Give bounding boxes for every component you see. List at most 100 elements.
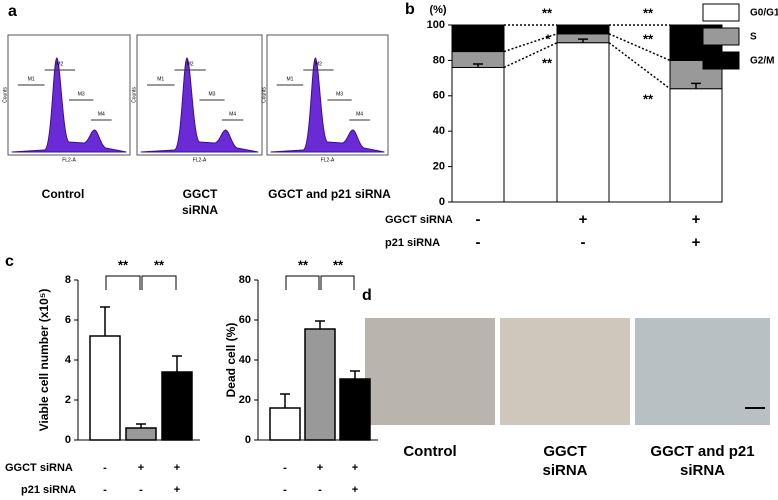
x-axis-label: FL2-A: [193, 157, 207, 163]
condition-name: GGCT siRNA: [5, 462, 73, 474]
condition-name: GGCT siRNA: [385, 214, 453, 226]
gate-label: M2: [56, 61, 63, 67]
legend-label: G0/G1: [750, 8, 778, 19]
histogram-frame: [266, 34, 389, 156]
condition-sign: -: [283, 484, 287, 496]
condition-sign: -: [103, 462, 107, 474]
significance-bracket: [105, 275, 141, 290]
condition-sign: +: [692, 211, 701, 228]
condition-sign: -: [103, 484, 107, 496]
condition-sign: +: [138, 462, 144, 474]
caption: Control: [41, 187, 85, 201]
significance: *: [545, 31, 551, 46]
significance: **: [333, 257, 344, 272]
condition-sign: -: [139, 484, 143, 496]
panel-label: d: [362, 287, 372, 304]
x-axis-label: FL2-A: [62, 157, 76, 163]
significance-bracket: [285, 275, 320, 290]
y-tick-label: 80: [433, 54, 445, 66]
y-tick-label: 60: [433, 90, 445, 102]
histogram: [140, 57, 259, 153]
bar: [161, 371, 193, 441]
panel-label: b: [405, 1, 415, 18]
y-tick-label: 0: [439, 196, 445, 208]
bar-segment: [451, 24, 505, 53]
connector: [608, 42, 671, 90]
bar: [125, 427, 157, 441]
y-tick-label: 20: [433, 161, 445, 173]
error-bar: [172, 355, 182, 372]
bar-segment: [556, 42, 610, 203]
y-tick-label: 6: [65, 314, 71, 326]
bar: [304, 328, 336, 441]
gate-label: M3: [78, 91, 85, 97]
condition-sign: +: [579, 211, 588, 228]
gate-label: M2: [187, 61, 194, 67]
gate-label: M4: [98, 111, 105, 117]
y-tick-label: 40: [433, 125, 445, 137]
condition-sign: +: [692, 234, 701, 251]
gate-label: M1: [157, 76, 164, 82]
y-axis-label: Counts: [131, 87, 137, 103]
condition-sign: -: [476, 234, 481, 251]
error-bar: [578, 38, 588, 43]
significance: **: [154, 257, 165, 272]
condition-sign: -: [283, 462, 287, 474]
error-bar: [350, 370, 360, 379]
panel-label: c: [5, 253, 14, 270]
y-tick-label: 0: [65, 434, 71, 446]
bar: [269, 407, 301, 441]
error-bar: [315, 320, 325, 329]
caption: GGCT and p21 siRNA: [268, 187, 391, 201]
bar-segment: [669, 88, 723, 203]
y-tick-label: 4: [65, 354, 72, 366]
condition-name: p21 siRNA: [385, 237, 440, 249]
error-bar: [691, 57, 701, 61]
panel-label: a: [8, 3, 17, 20]
gate-label: M1: [28, 76, 35, 82]
histogram-frame: [7, 34, 131, 156]
connector: [503, 42, 558, 69]
significance-bracket: [320, 275, 355, 290]
significance: **: [542, 55, 553, 70]
error-bar: [473, 63, 483, 68]
significance: **: [118, 257, 129, 272]
gate-label: M1: [287, 76, 294, 82]
micrographs: [365, 318, 770, 425]
significance: **: [542, 5, 553, 20]
error-bar: [473, 49, 483, 52]
condition-sign: -: [318, 484, 322, 496]
micrograph: [500, 318, 630, 425]
connector: [608, 33, 671, 62]
significance: **: [298, 257, 309, 272]
bar: [89, 335, 121, 441]
gate-label: M4: [229, 111, 236, 117]
y-tick-label: 8: [65, 274, 71, 286]
legend-label: S: [750, 32, 757, 43]
y-axis-label: (%): [429, 4, 446, 16]
condition-sign: -: [581, 234, 586, 251]
y-axis-label: Dead cell (%): [224, 323, 238, 398]
y-tick-label: 60: [239, 314, 251, 326]
y-axis-label: Viable cell number (x10⁵): [37, 289, 51, 432]
y-tick-label: 80: [239, 274, 251, 286]
legend-label: G2/M: [750, 56, 774, 67]
condition-sign: +: [352, 462, 358, 474]
connector: [503, 33, 558, 53]
bar-segment: [451, 66, 505, 203]
gate-label: M3: [336, 91, 343, 97]
significance: **: [643, 91, 654, 106]
y-tick-label: 0: [245, 434, 251, 446]
y-tick-label: 20: [239, 394, 251, 406]
significance: **: [643, 5, 654, 20]
error-bar: [280, 393, 290, 408]
condition-sign: -: [476, 211, 481, 228]
legend-swatch: [702, 27, 740, 46]
error-bar: [100, 306, 110, 336]
legend-swatch: [702, 3, 740, 22]
y-tick-label: 100: [427, 19, 445, 31]
gate-label: M3: [209, 91, 216, 97]
caption: Control: [403, 443, 457, 460]
x-axis-label: FL2-A: [321, 157, 335, 163]
